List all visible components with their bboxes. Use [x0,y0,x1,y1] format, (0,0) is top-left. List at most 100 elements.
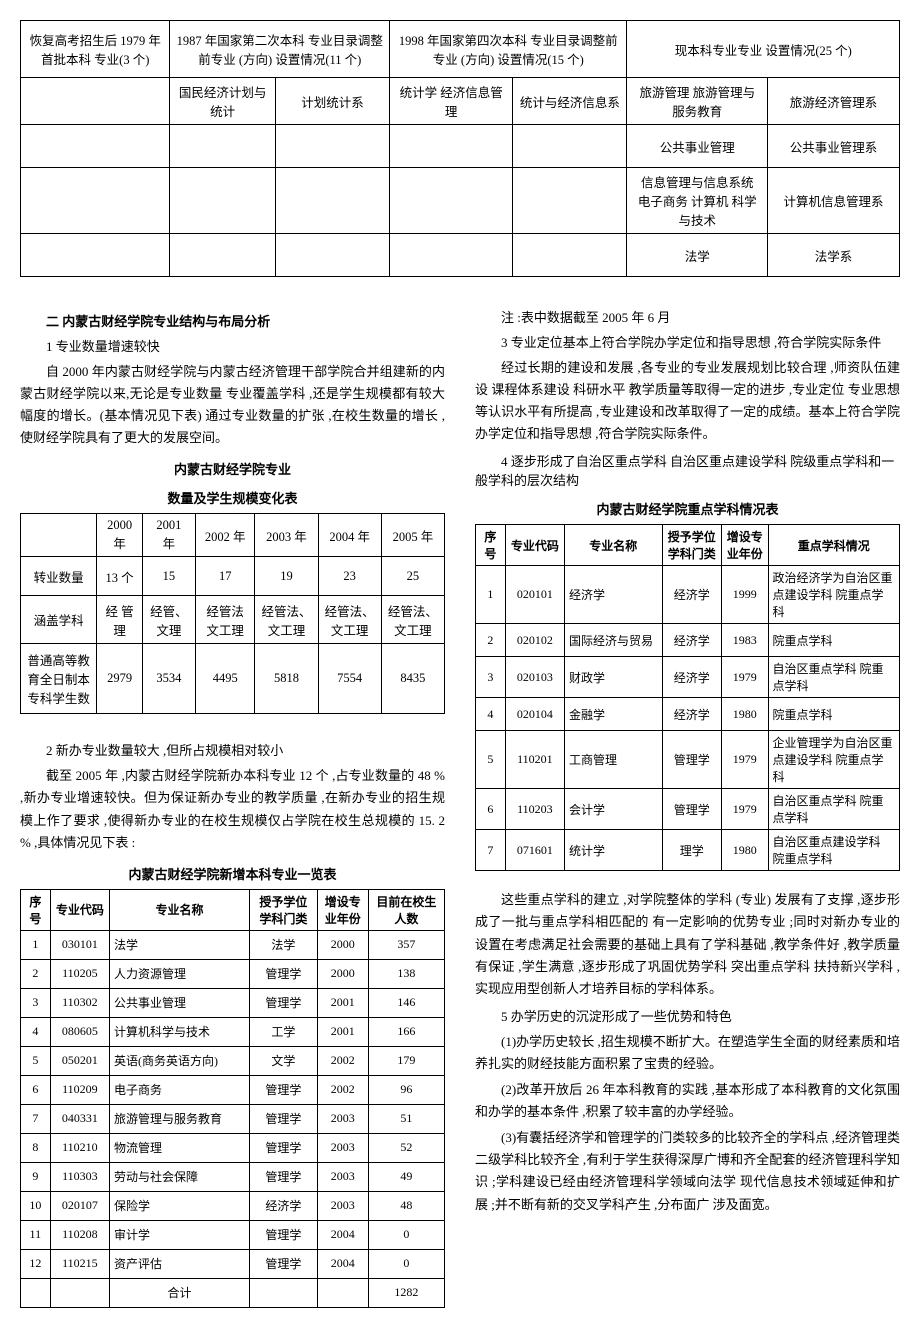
cell: 1282 [368,1278,444,1307]
cell: 公共事业管理 [627,125,768,168]
cell: 5 [476,731,506,789]
cell: 国民经济计划与统计 [170,78,275,125]
cell: 1 [21,930,51,959]
cell: 179 [368,1046,444,1075]
cell: 2003 [317,1191,368,1220]
cell: 经济学 [662,624,721,657]
cell: 5 [21,1046,51,1075]
cell: 2000 年 [97,514,143,557]
cell: 23 [318,557,381,596]
cell: 1 [476,566,506,624]
th: 序号 [21,889,51,930]
cell [21,1278,51,1307]
th: 增设专业年份 [317,889,368,930]
t3-title: 内蒙古财经学院新增本科专业一览表 [20,864,445,883]
cell: 经济学 [662,657,721,698]
cell [21,234,170,277]
cell [249,1278,317,1307]
cell: 48 [368,1191,444,1220]
cell: 财政学 [565,657,663,698]
sub-2: 2 新办专业数量较大 ,但所占规模相对较小 [20,740,445,759]
cell: 110201 [505,731,564,789]
cell: 5818 [255,644,318,714]
cell: 自治区重点学科 院重点学科 [768,657,899,698]
cell: 管理学 [249,1133,317,1162]
cell: 2000 [317,930,368,959]
cell: 7 [476,830,506,871]
cell: 49 [368,1162,444,1191]
cell [513,234,627,277]
cell: 工学 [249,1017,317,1046]
cell: 12 [21,1249,51,1278]
cell: 166 [368,1017,444,1046]
cell: 040331 [50,1104,109,1133]
cell: 2002 [317,1046,368,1075]
para-2: 截至 2005 年 ,内蒙古财经学院新办本科专业 12 个 ,占专业数量的 48… [20,765,445,853]
th: 目前在校生人数 [368,889,444,930]
cell: 国际经济与贸易 [565,624,663,657]
cell: 3 [21,988,51,1017]
cell: 15 [142,557,195,596]
cell: 院重点学科 [768,624,899,657]
cell: 管理学 [662,731,721,789]
cell: 信息管理与信息系统 电子商务 计算机 科学与技术 [627,168,768,234]
cell: 劳动与社会保障 [110,1162,250,1191]
cell: 110209 [50,1075,109,1104]
cell: 统计与经济信息系 [513,78,627,125]
cell: 资产评估 [110,1249,250,1278]
cell: 2003 年 [255,514,318,557]
cell: 1980 [721,830,768,871]
cell [275,125,389,168]
cell: 经济学 [565,566,663,624]
cell: 1980 [721,698,768,731]
cell: 0 [368,1220,444,1249]
cell [21,78,170,125]
cell: 法学系 [768,234,900,277]
cell: 统计学 [565,830,663,871]
cell: 110215 [50,1249,109,1278]
cell: 9 [21,1162,51,1191]
cell: 公共事业管理系 [768,125,900,168]
cell: 自治区重点学科 院重点学科 [768,789,899,830]
cell: 法学 [249,930,317,959]
note: 注 :表中数据截至 2005 年 6 月 [475,307,900,326]
cell: 经济学 [662,566,721,624]
cell: 2 [476,624,506,657]
cell: 357 [368,930,444,959]
cell: 1979 [721,731,768,789]
cell: 经 管 理 [97,596,143,644]
para-5a: (1)办学历史较长 ,招生规模不断扩大。在塑造学生全面的财经素质和培养扎实的财经… [475,1031,900,1075]
cell: 4 [476,698,506,731]
cell [50,1278,109,1307]
para-1: 自 2000 年内蒙古财经学院与内蒙古经济管理干部学院合并组建新的内蒙古财经学院… [20,361,445,449]
cell [21,125,170,168]
cell: 020103 [505,657,564,698]
cell: 2004 年 [318,514,381,557]
cell: 电子商务 [110,1075,250,1104]
cell: 4 [21,1017,51,1046]
cell [390,168,513,234]
cell: 110205 [50,959,109,988]
cell [170,125,275,168]
cell: 理学 [662,830,721,871]
cell: 2004 [317,1249,368,1278]
cell: 法学 [110,930,250,959]
cell: 文学 [249,1046,317,1075]
cell: 2005 年 [381,514,444,557]
cell: 8 [21,1133,51,1162]
cell: 110210 [50,1133,109,1162]
cell: 经管法、文工理 [255,596,318,644]
table-new-majors: 序号 专业代码 专业名称 授予学位学科门类 增设专业年份 目前在校生人数 103… [20,889,445,1308]
cell: 110208 [50,1220,109,1249]
table-scale: 2000 年 2001 年 2002 年 2003 年 2004 年 2005 … [20,513,445,714]
cell: 51 [368,1104,444,1133]
cell: 计划统计系 [275,78,389,125]
cell: 旅游管理与服务教育 [110,1104,250,1133]
cell: 计算机科学与技术 [110,1017,250,1046]
sub-4: 4 逐步形成了自治区重点学科 自治区重点建设学科 院级重点学科和一般学科的层次结… [475,451,900,489]
th: 专业名称 [110,889,250,930]
cell: 138 [368,959,444,988]
cell: 2004 [317,1220,368,1249]
cell: 2002 [317,1075,368,1104]
cell: 2002 年 [195,514,254,557]
